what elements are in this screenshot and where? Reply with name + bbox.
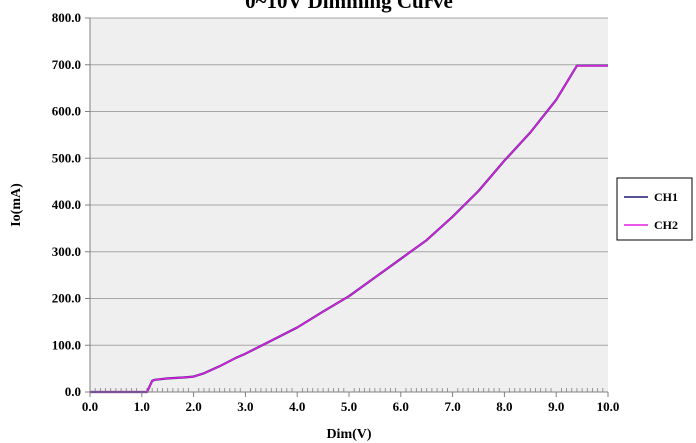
legend-label-ch1: CH1 — [654, 190, 678, 204]
y-tick-label: 100.0 — [52, 337, 81, 352]
legend-label-ch2: CH2 — [654, 218, 678, 232]
x-tick-label: 0.0 — [82, 399, 98, 414]
y-tick-label: 500.0 — [52, 150, 81, 165]
x-tick-label: 8.0 — [496, 399, 512, 414]
y-tick-label: 800.0 — [52, 10, 81, 25]
x-tick-label: 9.0 — [548, 399, 564, 414]
y-tick-label: 300.0 — [52, 244, 81, 259]
series-layer — [90, 64, 608, 394]
x-tick-labels: 0.0 1.0 2.0 3.0 4.0 5.0 6.0 7.0 8.0 9.0 10.0 — [82, 392, 620, 414]
y-axis-label: Io(mA) — [9, 183, 24, 227]
y-tick-label: 700.0 — [52, 57, 81, 72]
x-tick-label: 5.0 — [341, 399, 357, 414]
x-tick-label: 2.0 — [185, 399, 201, 414]
x-tick-label: 4.0 — [289, 399, 305, 414]
x-tick-label: 1.0 — [134, 399, 150, 414]
legend-box — [616, 177, 693, 241]
y-tick-label: 200.0 — [52, 291, 81, 306]
x-tick-label: 3.0 — [237, 399, 253, 414]
x-tick-label: 10.0 — [597, 399, 620, 414]
y-tick-label: 400.0 — [52, 197, 81, 212]
y-tick-label: 600.0 — [52, 104, 81, 119]
x-tick-label: 7.0 — [444, 399, 460, 414]
x-axis-label: Dim(V) — [326, 427, 371, 442]
chart-title: 0~10V Dimming Curve — [245, 0, 453, 13]
series-line-ch2 — [90, 64, 608, 393]
legend: CH1 CH2 — [616, 177, 693, 241]
y-tick-labels: 0.0 100.0 200.0 300.0 400.0 500.0 600.0 700.0 80… — [52, 10, 81, 399]
x-tick-label: 6.0 — [393, 399, 409, 414]
y-tick-label: 0.0 — [65, 384, 81, 399]
